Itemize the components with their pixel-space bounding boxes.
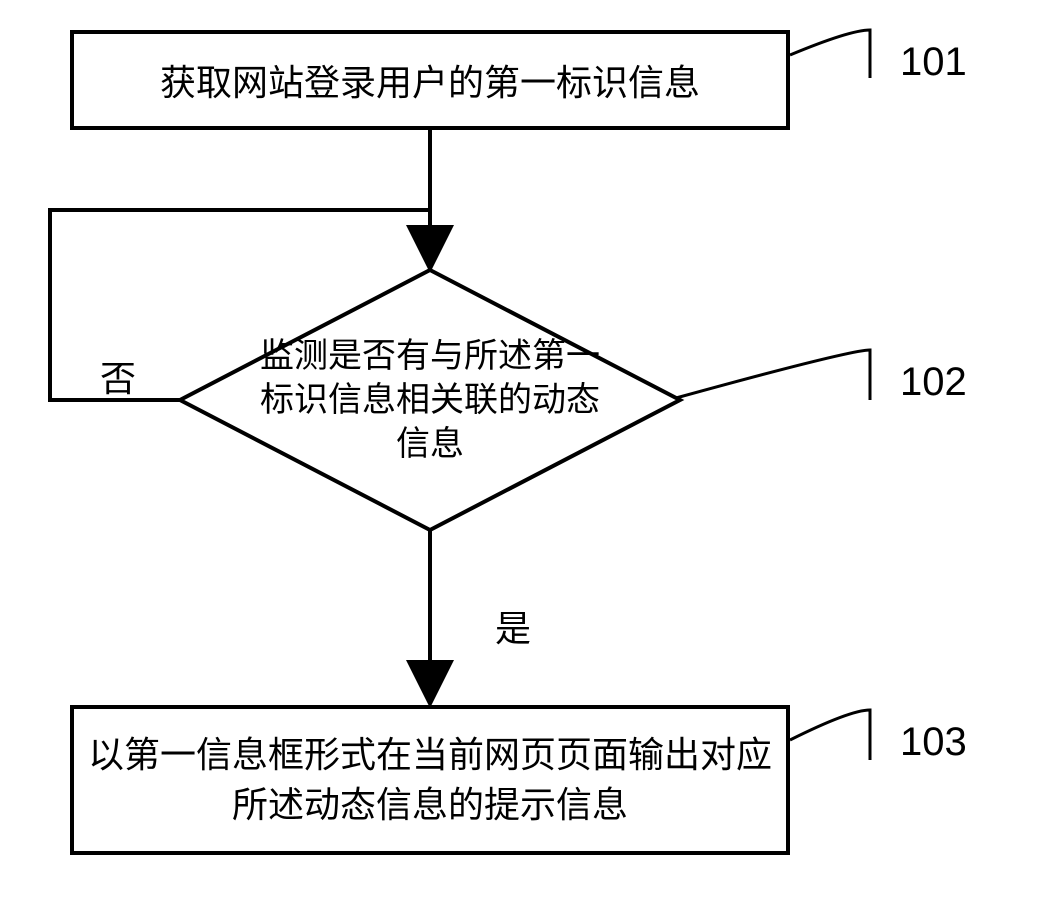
label-103: 103 bbox=[900, 720, 967, 765]
step2-diamond: 监测是否有与所述第一标识信息相关联的动态信息 bbox=[180, 270, 680, 530]
step2-text: 监测是否有与所述第一标识信息相关联的动态信息 bbox=[250, 334, 610, 467]
edge-label-no: 否 bbox=[100, 350, 136, 402]
step3-box: 以第一信息框形式在当前网页页面输出对应所述动态信息的提示信息 bbox=[70, 705, 790, 855]
flowchart-container: 获取网站登录用户的第一标识信息 监测是否有与所述第一标识信息相关联的动态信息 以… bbox=[0, 0, 1061, 911]
step3-text: 以第一信息框形式在当前网页页面输出对应所述动态信息的提示信息 bbox=[84, 730, 776, 831]
label-connector-103 bbox=[790, 710, 870, 760]
label-connector-101 bbox=[790, 30, 870, 78]
step1-text: 获取网站登录用户的第一标识信息 bbox=[160, 54, 700, 106]
label-102: 102 bbox=[900, 360, 967, 405]
step1-box: 获取网站登录用户的第一标识信息 bbox=[70, 30, 790, 130]
edge-label-yes: 是 bbox=[495, 600, 531, 652]
label-connector-102 bbox=[676, 350, 870, 400]
label-101: 101 bbox=[900, 40, 967, 85]
